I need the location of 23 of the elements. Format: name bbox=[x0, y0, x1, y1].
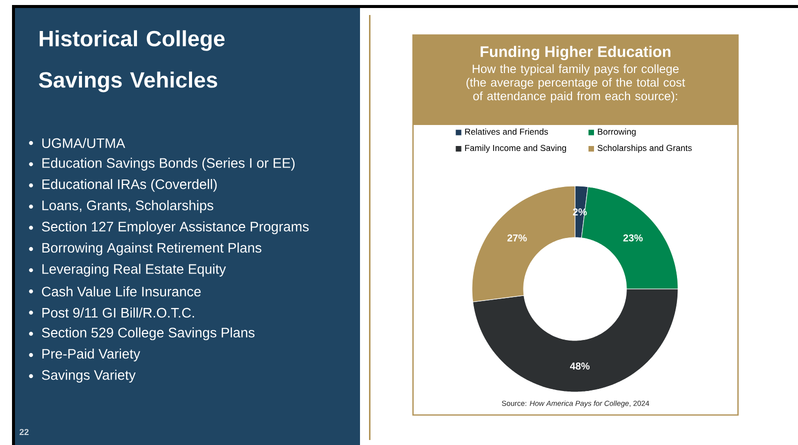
text: Post 9/11 GI Bill/R.O.T.C. bbox=[42, 308, 194, 318]
text: Loans, Grants, Scholarships bbox=[42, 200, 214, 213]
chart-title: Funding Higher Education bbox=[480, 46, 670, 60]
text: Education Savings Bonds (Series I or EE) bbox=[42, 158, 295, 171]
chart-subtitle: How the typical family pays for college (the average percentage of the total cost of attendance paid from each source): bbox=[466, 64, 686, 103]
data-label: 23% bbox=[623, 234, 643, 242]
legend-label: Borrowing bbox=[598, 128, 636, 136]
text: Educational IRAs (Coverdell) bbox=[42, 178, 217, 192]
text: Section 529 College Savings Plans bbox=[42, 327, 255, 340]
text: Borrowing Against Retirement Plans bbox=[42, 242, 262, 256]
text: Pre-Paid Variety bbox=[42, 348, 140, 362]
text: Savings Variety bbox=[42, 370, 136, 383]
data-label: 48% bbox=[570, 362, 590, 370]
data-label: 27% bbox=[507, 234, 527, 242]
text: 22 bbox=[20, 428, 29, 436]
text: Section 127 Employer Assistance Programs bbox=[42, 221, 309, 234]
legend-label: Family Income and Saving bbox=[465, 144, 566, 153]
text: UGMA/UTMA bbox=[42, 138, 126, 148]
legend-label: Scholarships and Grants bbox=[598, 144, 692, 153]
legend-label: Relatives and Friends bbox=[465, 128, 548, 135]
text: Leveraging Real Estate Equity bbox=[42, 264, 226, 277]
text: Cash Value Life Insurance bbox=[42, 286, 201, 296]
text: Historical College Savings Vehicles bbox=[38, 30, 225, 92]
